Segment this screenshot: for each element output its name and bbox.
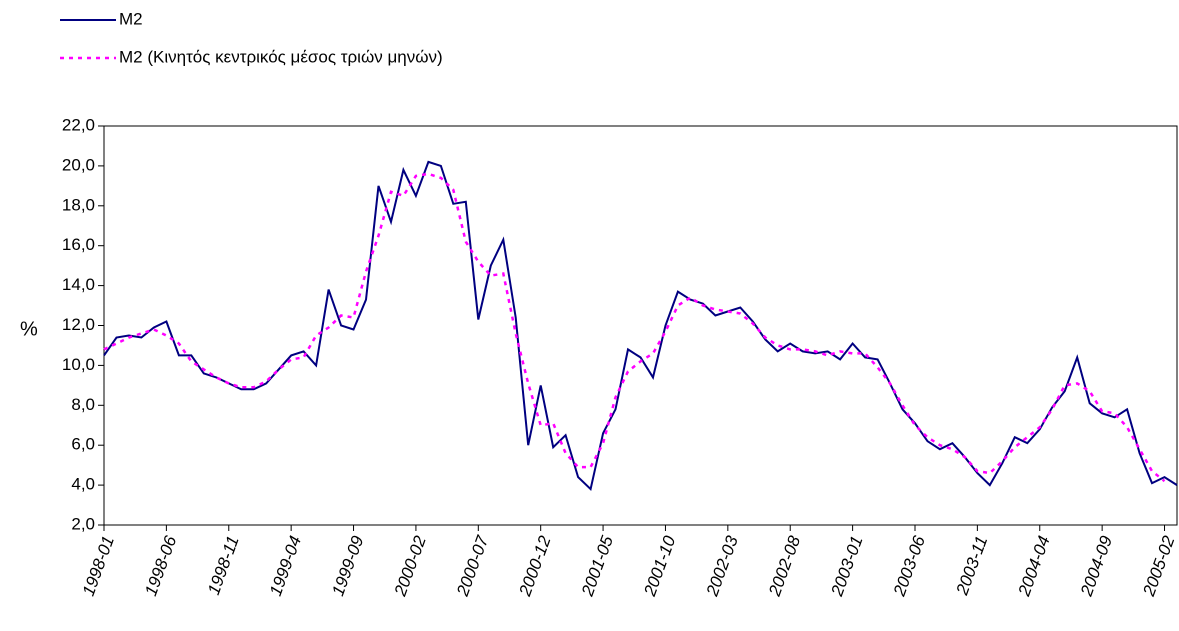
y-tick-label: 12,0 bbox=[62, 315, 95, 334]
y-axis-label: % bbox=[20, 318, 38, 340]
x-tick-label: 2000-07 bbox=[453, 533, 493, 600]
x-tick-label: 2003-01 bbox=[827, 533, 867, 599]
series-line bbox=[103, 160, 1178, 492]
y-tick-label: 6,0 bbox=[71, 435, 95, 454]
x-tick-label: 2001-05 bbox=[578, 533, 618, 600]
x-tick-label: 2000-02 bbox=[390, 533, 430, 600]
x-tick-label: 2004-04 bbox=[1014, 533, 1054, 599]
y-tick-label: 16,0 bbox=[62, 235, 95, 254]
legend-label: M2 bbox=[119, 9, 143, 28]
y-tick-label: 22,0 bbox=[62, 115, 95, 134]
y-tick-label: 10,0 bbox=[62, 355, 95, 374]
x-tick-label: 1999-09 bbox=[328, 533, 367, 599]
x-tick-label: 2005-02 bbox=[1139, 533, 1179, 600]
x-tick-label: 1998-01 bbox=[79, 533, 118, 598]
plot-frame bbox=[103, 125, 1178, 526]
y-tick-label: 18,0 bbox=[62, 195, 95, 214]
y-tick-label: 8,0 bbox=[71, 395, 95, 414]
x-tick-label: 1998-06 bbox=[141, 533, 180, 599]
x-tick-label: 1998-11 bbox=[204, 533, 243, 597]
y-tick-label: 20,0 bbox=[62, 155, 95, 174]
y-tick-label: 2,0 bbox=[71, 514, 95, 533]
x-tick-label: 1999-04 bbox=[266, 533, 305, 598]
legend-label: M2 (Κινητός κεντρικός μέσος τριών μηνών) bbox=[119, 47, 443, 66]
y-tick-label: 14,0 bbox=[62, 275, 95, 294]
x-tick-label: 2004-09 bbox=[1077, 533, 1117, 600]
x-tick-label: 2001-10 bbox=[640, 533, 680, 600]
x-tick-label: 2003-06 bbox=[889, 533, 929, 600]
y-tick-label: 4,0 bbox=[71, 475, 95, 494]
series-line bbox=[103, 172, 1166, 483]
x-tick-label: 2000-12 bbox=[515, 533, 555, 600]
x-tick-label: 2002-03 bbox=[702, 533, 742, 600]
x-tick-label: 2002-08 bbox=[765, 533, 805, 600]
x-tick-label: 2003-11 bbox=[952, 533, 991, 598]
